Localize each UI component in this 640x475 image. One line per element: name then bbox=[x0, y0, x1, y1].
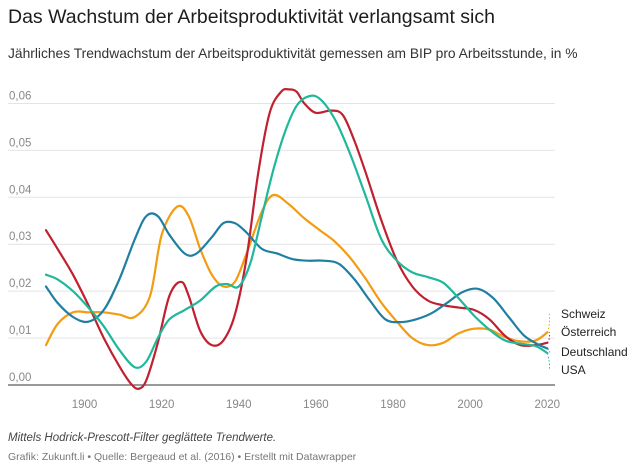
x-tick-label: 1960 bbox=[303, 399, 329, 411]
y-axis-ticks: 0,00 0,01 0,02 0,03 0,04 0,05 0,06 bbox=[9, 90, 32, 384]
series-line-deutschland bbox=[44, 212, 549, 350]
x-axis-ticks: 1900 1920 1940 1960 1980 2000 2020 bbox=[72, 399, 560, 411]
series-line-sterreich bbox=[44, 87, 549, 390]
y-tick-label: 0,01 bbox=[9, 325, 31, 337]
x-tick-label: 1900 bbox=[72, 399, 98, 411]
label-connector bbox=[546, 313, 551, 333]
series-line-usa bbox=[44, 94, 549, 369]
x-tick-label: 2000 bbox=[457, 399, 483, 411]
x-tick-label: 1980 bbox=[380, 399, 406, 411]
y-tick-label: 0,04 bbox=[9, 184, 32, 196]
series-line-schweiz bbox=[44, 193, 549, 347]
label-connector bbox=[546, 348, 551, 353]
label-connector bbox=[546, 352, 551, 371]
chart-subtitle: Jährliches Trendwachstum der Arbeitsprod… bbox=[8, 46, 578, 61]
legend-labels: Schweiz Österreich Deutschland USA bbox=[561, 307, 628, 377]
legend-label-deutschland: Deutschland bbox=[561, 345, 628, 359]
chart-source: Grafik: Zukunft.li • Quelle: Bergeaud et… bbox=[8, 451, 357, 463]
y-tick-label: 0,03 bbox=[9, 231, 31, 243]
x-tick-label: 2020 bbox=[534, 399, 560, 411]
chart-title: Das Wachstum der Arbeitsproduktivität ve… bbox=[8, 6, 495, 28]
label-connector bbox=[546, 331, 551, 344]
y-tick-label: 0,02 bbox=[9, 278, 31, 290]
chart-note: Mittels Hodrick-Prescott-Filter geglätte… bbox=[8, 432, 277, 444]
legend-label-usa: USA bbox=[561, 363, 586, 377]
legend-label-sterreich: Österreich bbox=[561, 325, 616, 339]
legend-label-schweiz: Schweiz bbox=[561, 307, 606, 321]
y-tick-label: 0,00 bbox=[9, 372, 31, 384]
x-tick-label: 1940 bbox=[226, 399, 252, 411]
y-tick-label: 0,06 bbox=[9, 90, 31, 102]
series-lines bbox=[44, 87, 551, 390]
x-tick-label: 1920 bbox=[149, 399, 175, 411]
y-tick-label: 0,05 bbox=[9, 137, 31, 149]
